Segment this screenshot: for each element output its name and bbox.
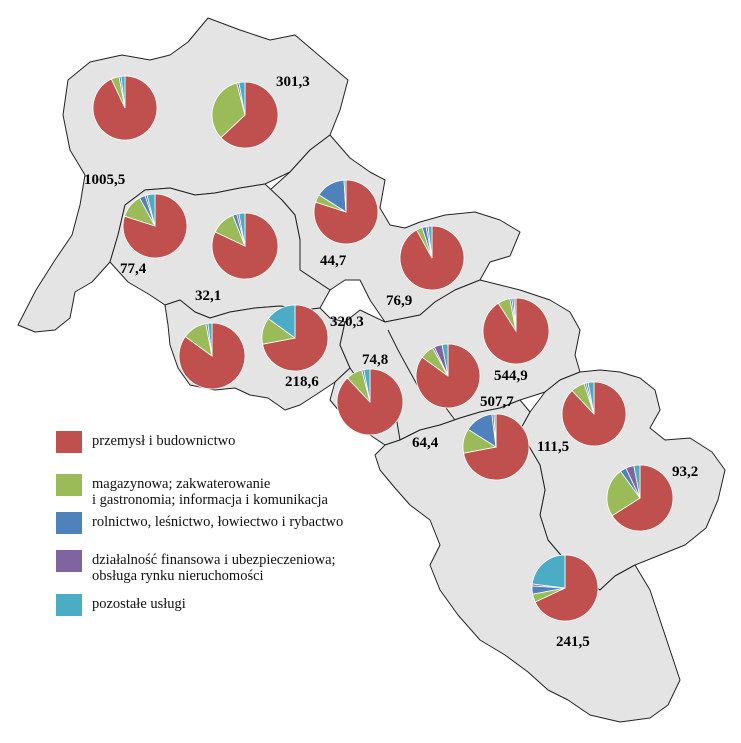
pie-slice-other xyxy=(587,381,595,415)
legend-label-finance: działalność finansowa i ubezpieczeniowa; xyxy=(92,552,336,568)
pie-slice-other xyxy=(441,343,449,377)
value-label-u12: 544,9 xyxy=(494,368,528,384)
pie-slice-other xyxy=(513,297,517,332)
legend-swatch-finance xyxy=(56,550,82,572)
pie-slice-industry xyxy=(220,81,279,149)
pie-slice-other xyxy=(531,554,566,589)
pie-u12 xyxy=(482,297,550,365)
pie-u8 xyxy=(178,322,246,390)
value-label-u10: 74,8 xyxy=(362,352,388,368)
pie-u1 xyxy=(92,75,158,141)
pie-slice-other xyxy=(633,464,641,499)
value-label-u11: 507,7 xyxy=(480,394,514,410)
legend: przemysł i budownictwo magazynowa; zakwat… xyxy=(56,431,343,616)
value-label-u5: 44,7 xyxy=(320,253,347,269)
pie-u4 xyxy=(211,212,279,280)
value-label-layer: 1005,5 301,3 77,4 32,1 44,7 76,9 320,3 218,6 74,… xyxy=(84,74,698,650)
pie-u2 xyxy=(211,81,279,149)
value-label-u1: 1005,5 xyxy=(84,172,125,188)
value-label-u3: 77,4 xyxy=(120,261,147,277)
pie-slice-storage xyxy=(606,470,641,517)
legend-label-other: pozostałe usługi xyxy=(92,596,186,612)
legend-swatch-agriculture xyxy=(56,512,82,534)
pie-slice-other xyxy=(267,304,296,339)
pie-slice-other xyxy=(146,193,156,227)
pie-slice-other xyxy=(238,81,246,116)
region-south xyxy=(374,399,681,723)
pie-slice-other xyxy=(363,368,371,403)
legend-swatch-industry xyxy=(56,431,82,453)
pie-slice-industry xyxy=(534,554,599,622)
pie-u11 xyxy=(415,343,481,409)
legend-label-storage: i gastronomia; informacja i komunikacja xyxy=(92,492,329,508)
pie-slice-industry xyxy=(611,464,674,532)
value-label-u15: 93,2 xyxy=(672,464,698,480)
pie-u14 xyxy=(561,381,627,447)
pie-u5 xyxy=(313,179,379,245)
pie-layer xyxy=(92,75,674,622)
pie-u16 xyxy=(531,554,599,622)
pie-slice-other xyxy=(493,413,497,448)
value-label-u6: 76,9 xyxy=(386,293,412,309)
legend-label-storage: magazynowa; zakwaterowanie xyxy=(92,476,270,492)
value-label-u2: 301,3 xyxy=(276,74,310,90)
pie-u7 xyxy=(261,304,329,372)
pie-slice-other xyxy=(120,75,126,109)
legend-label-finance: obsługa rynku nieruchomości xyxy=(92,568,264,584)
legend-swatch-other xyxy=(56,594,82,616)
value-label-u9: 218,6 xyxy=(285,374,319,390)
value-label-u4: 32,1 xyxy=(195,288,221,304)
pie-u3 xyxy=(122,193,188,259)
pie-u15 xyxy=(606,464,674,532)
pie-u10 xyxy=(336,368,404,436)
pie-slice-other xyxy=(207,322,213,357)
pie-slice-other xyxy=(427,225,433,259)
pie-slice-other xyxy=(343,179,347,213)
legend-label-industry: przemysł i budownictwo xyxy=(92,433,235,449)
pie-slice-storage xyxy=(211,82,246,139)
value-label-u13: 64,4 xyxy=(412,435,439,451)
value-label-u7: 320,3 xyxy=(330,314,364,330)
pie-slice-other xyxy=(238,212,246,247)
legend-swatch-storage xyxy=(56,474,82,496)
pie-u13 xyxy=(462,413,530,481)
value-label-u16: 241,5 xyxy=(556,634,590,650)
pie-u6 xyxy=(399,225,465,291)
legend-label-agriculture: rolnictwo, leśnictwo, łowiectwo i rybact… xyxy=(92,514,343,530)
value-label-u14: 111,5 xyxy=(537,439,569,455)
